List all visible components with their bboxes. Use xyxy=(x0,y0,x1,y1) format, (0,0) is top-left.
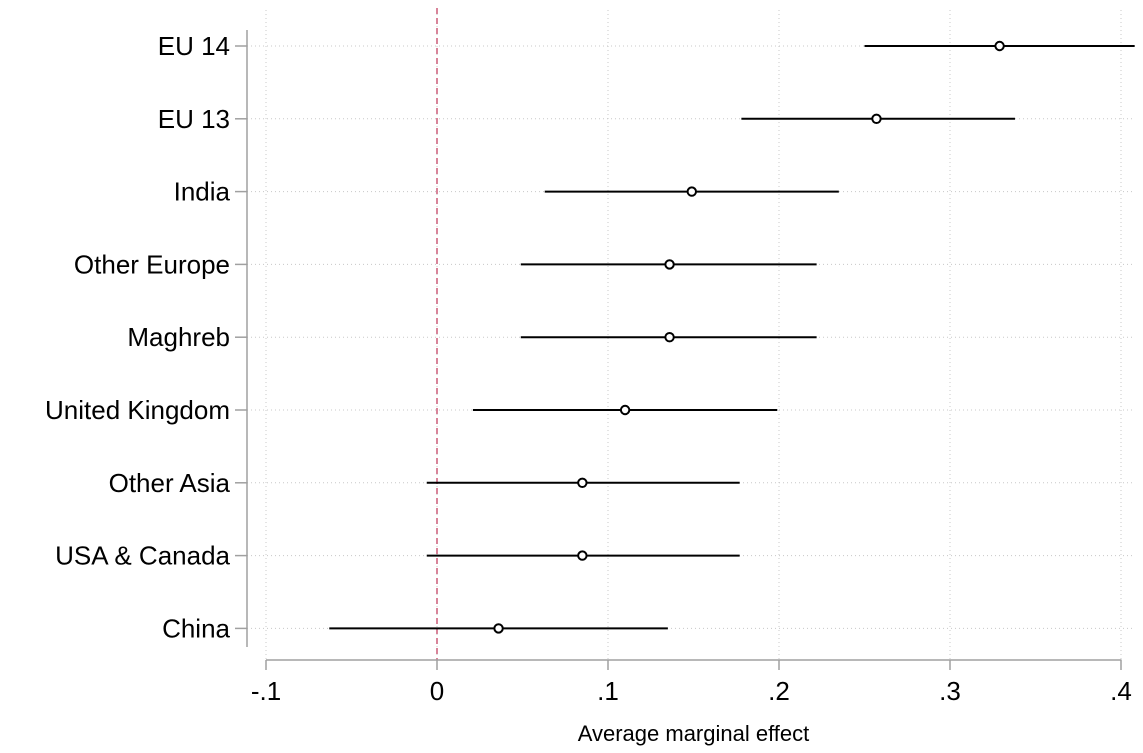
point-estimate xyxy=(577,477,588,488)
y-tick-label: United Kingdom xyxy=(45,395,230,425)
x-tick-label: .1 xyxy=(597,676,619,706)
grid-lines xyxy=(247,10,1135,660)
x-tick-label: 0 xyxy=(430,676,444,706)
y-tick-label: EU 14 xyxy=(158,31,230,61)
x-axis-title: Average marginal effect xyxy=(578,721,810,746)
tick-labels: -.1 0 .1 .2 .3 .4 EU 14 EU 13 India Other Europe M… xyxy=(45,31,1132,706)
y-tick-label: Other Europe xyxy=(74,249,230,279)
y-tick-label: Maghreb xyxy=(127,322,230,352)
x-tick-label: .2 xyxy=(768,676,790,706)
point-estimate xyxy=(994,40,1005,52)
point-estimate xyxy=(871,113,882,125)
y-tick-label: EU 13 xyxy=(158,104,230,134)
y-tick-label: India xyxy=(174,177,231,207)
y-tick-label: Other Asia xyxy=(109,468,231,498)
x-tick-label: .4 xyxy=(1110,676,1132,706)
data-marks xyxy=(329,40,1135,634)
y-tick-label: USA & Canada xyxy=(55,541,230,571)
y-tick-label: China xyxy=(162,613,230,643)
point-estimate xyxy=(493,623,504,634)
axes xyxy=(235,30,1122,670)
point-estimate xyxy=(619,404,631,416)
point-estimate xyxy=(686,186,697,197)
point-estimate xyxy=(664,332,675,343)
x-tick-label: .3 xyxy=(939,676,961,706)
point-estimate xyxy=(664,259,675,270)
point-estimate xyxy=(577,550,588,561)
x-tick-label: -.1 xyxy=(251,676,281,706)
